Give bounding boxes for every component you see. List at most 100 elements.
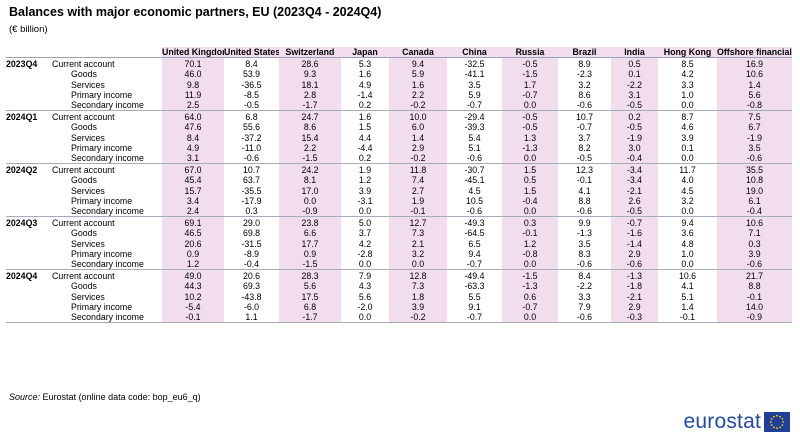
value-cell: 0.0	[279, 195, 341, 207]
value-cell: 2.9	[611, 248, 658, 260]
value-cell: -0.6	[466, 206, 483, 217]
value-cell: -0.5	[502, 110, 558, 123]
page-title: Balances with major economic partners, E…	[9, 5, 382, 19]
value-cell: -4.4	[357, 142, 373, 153]
value-cell: 3.2	[578, 79, 591, 90]
source-label: Source:	[9, 392, 41, 402]
value-cell: 46.0	[162, 69, 224, 80]
value-cell: -0.7	[502, 301, 558, 313]
value-cell: -64.5	[464, 228, 485, 239]
value-cell: 1.6	[358, 69, 372, 80]
value-cell: 18.1	[279, 79, 341, 90]
value-cell: 7.4	[389, 175, 447, 186]
period-label	[6, 281, 52, 291]
value-cell: -1.9	[717, 132, 792, 143]
value-cell: 1.4	[681, 301, 694, 312]
value-cell: -2.2	[576, 281, 593, 292]
value-cell: -5.4	[162, 301, 224, 313]
value-cell: -3.4	[611, 163, 658, 176]
indicator-label: Services	[71, 238, 105, 249]
value-cell: -29.4	[447, 110, 502, 123]
value-cell: 6.1	[717, 195, 792, 207]
value-cell: 9.1	[468, 301, 481, 312]
indicator-label: Primary income	[71, 248, 133, 259]
value-cell: 0.9	[279, 248, 341, 260]
value-cell: -2.1	[611, 185, 658, 196]
value-cell: 9.4	[389, 57, 447, 70]
value-cell: -49.4	[447, 269, 502, 282]
value-cell: 7.3	[389, 228, 447, 239]
value-cell: 0.0	[502, 206, 558, 217]
value-cell: 28.3	[279, 269, 341, 282]
value-cell: -0.2	[389, 312, 447, 324]
value-cell: 0.3	[245, 206, 258, 217]
header-blank-period	[6, 47, 52, 59]
value-cell: 5.4	[468, 132, 481, 143]
indicator-label: Goods	[71, 69, 97, 80]
value-cell: 7.9	[578, 301, 591, 312]
value-cell: -6.0	[243, 301, 260, 312]
value-cell: 0.0	[681, 100, 694, 111]
value-cell: 4.6	[681, 122, 694, 133]
column-header: Japan	[341, 47, 389, 59]
value-cell: -0.6	[466, 153, 483, 164]
period-label: 2024Q1	[6, 110, 52, 123]
value-cell: 8.2	[578, 142, 591, 153]
value-cell: 64.0	[162, 110, 224, 123]
indicator-label: Primary income	[71, 195, 133, 206]
value-cell: 4.2	[358, 238, 372, 249]
value-cell: 1.4	[717, 79, 792, 90]
indicator-label: Secondary income	[71, 259, 144, 270]
value-cell: 1.0	[681, 89, 694, 100]
value-cell: 9.9	[558, 216, 611, 229]
value-cell: -0.1	[162, 312, 224, 324]
value-cell: 3.3	[578, 291, 591, 302]
value-cell: 0.0	[502, 312, 558, 324]
indicator-label: Secondary income	[52, 312, 162, 324]
value-cell: -0.5	[502, 122, 558, 133]
value-cell: 70.1	[162, 57, 224, 70]
value-cell: 8.5	[658, 57, 717, 70]
value-cell: -0.1	[717, 291, 792, 302]
value-cell: 2.4	[162, 206, 224, 217]
indicator-label: Goods	[71, 281, 97, 292]
value-cell: -0.6	[558, 312, 611, 324]
value-cell: 4.1	[578, 185, 591, 196]
value-cell: 8.1	[279, 175, 341, 186]
period-label	[6, 143, 52, 153]
value-cell: 44.3	[162, 281, 224, 292]
source-text: Eurostat (online data code: bop_eu6_q)	[42, 392, 201, 402]
value-cell: -1.6	[611, 228, 658, 239]
indicator-label: Secondary income	[71, 206, 144, 217]
indicator-label: Services	[71, 79, 105, 90]
value-cell: 1.8	[389, 291, 447, 302]
value-cell: 10.6	[717, 69, 792, 80]
flag-star	[779, 415, 781, 418]
value-cell: 11.9	[162, 89, 224, 101]
value-cell: 14.0	[717, 301, 792, 313]
logo-text: eurostat	[683, 410, 761, 433]
value-cell: 3.7	[358, 228, 372, 239]
value-cell: 5.9	[468, 89, 481, 100]
value-cell: 0.2	[358, 153, 372, 164]
value-cell: -0.3	[611, 312, 658, 324]
indicator-label: Goods	[71, 228, 97, 239]
value-cell: 0.0	[389, 259, 447, 270]
value-cell: 0.1	[681, 142, 694, 153]
table-row: 2023Q4 Current account 70.1 8.4 28.6 5.3 9.4 -3…	[6, 57, 792, 70]
value-cell: -0.9	[717, 312, 792, 324]
value-cell: 0.0	[341, 312, 389, 324]
value-cell: -0.1	[502, 228, 558, 239]
value-cell: 9.3	[279, 69, 341, 80]
value-cell: -1.9	[611, 132, 658, 143]
value-cell: 63.7	[242, 175, 261, 186]
value-cell: -49.3	[447, 216, 502, 229]
value-cell: -35.5	[241, 185, 262, 196]
value-cell: 4.4	[358, 132, 372, 143]
value-cell: -0.4	[502, 195, 558, 207]
table-row: Goods 44.3 69.3 5.6 4.3 7.3 -63.3 -1.3 -2.2 -1.8 4…	[6, 281, 792, 292]
value-cell: -0.5	[611, 122, 658, 133]
value-cell: -1.8	[611, 281, 658, 292]
value-cell: -0.7	[466, 100, 483, 111]
value-cell: -0.1	[658, 312, 717, 324]
